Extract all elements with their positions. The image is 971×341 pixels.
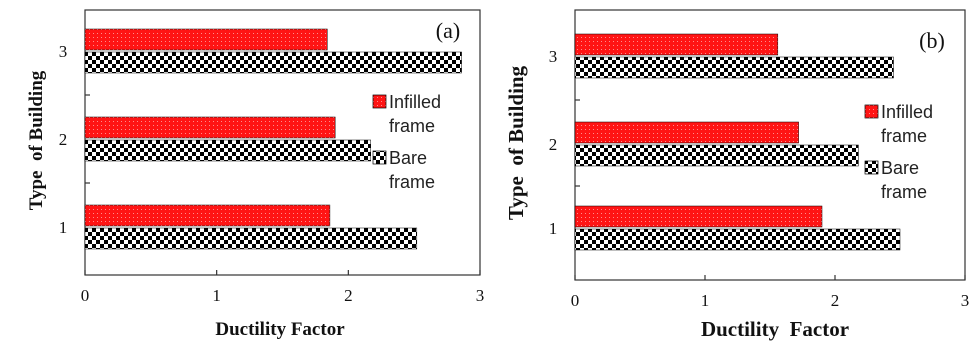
legend: Infilled frame Bare frame — [372, 92, 441, 192]
y-tick-label-2: 2 — [549, 135, 558, 154]
x-axis-title: Ductility Factor — [701, 317, 849, 341]
legend-swatch-bare — [864, 160, 879, 175]
legend-swatch-infilled — [372, 94, 387, 109]
panel-label: (b) — [919, 28, 945, 53]
legend-swatch-infilled — [864, 104, 879, 119]
y-tick-label-3: 3 — [549, 47, 558, 66]
panel-label: (a) — [436, 18, 460, 43]
bar-infilled-type-3 — [84, 28, 328, 51]
bar-bare-type-2 — [84, 139, 371, 162]
legend-label-bare-0: Bare — [881, 158, 919, 178]
x-tick-label-1: 1 — [701, 291, 710, 310]
bar-bare-type-1 — [574, 228, 901, 251]
y-axis-title: Type of Building — [26, 70, 47, 210]
x-tick-label-0: 0 — [81, 286, 90, 305]
legend-label-bare-1: frame — [881, 182, 927, 202]
y-tick-label-1: 1 — [549, 219, 558, 238]
x-axis-title: Ductility Factor — [215, 319, 345, 340]
x-tick-label-2: 2 — [344, 286, 353, 305]
bar-infilled-type-2 — [574, 121, 799, 144]
legend-label-infilled-0: Infilled — [389, 92, 441, 112]
bar-bare-type-2 — [574, 144, 859, 167]
y-tick-label-2: 2 — [59, 130, 68, 149]
x-tick-label-1: 1 — [212, 286, 221, 305]
bar-infilled-type-1 — [574, 205, 823, 228]
x-tick-label-3: 3 — [961, 291, 970, 310]
chart-panel-b: 1 2 3 0 1 2 3 Ductility Factor Type of Building (… — [504, 9, 970, 341]
x-tick-label-2: 2 — [831, 291, 840, 310]
legend: Infilled frame Bare frame — [864, 102, 933, 202]
x-tick-label-3: 3 — [476, 286, 485, 305]
bar-bare-type-1 — [84, 227, 418, 250]
chart-panel-a: 1 2 3 0 1 2 3 Ductility Factor Type of Building (… — [26, 9, 485, 340]
legend-label-infilled-1: frame — [389, 116, 435, 136]
legend-label-infilled-1: frame — [881, 126, 927, 146]
x-tick-label-0: 0 — [571, 291, 580, 310]
bar-infilled-type-3 — [574, 33, 779, 56]
bar-bare-type-3 — [574, 56, 894, 79]
y-tick-label-1: 1 — [59, 218, 68, 237]
bar-infilled-type-2 — [84, 116, 336, 139]
legend-label-bare-1: frame — [389, 172, 435, 192]
y-tick-label-3: 3 — [59, 42, 68, 61]
bar-bare-type-3 — [84, 51, 462, 74]
legend-label-bare-0: Bare — [389, 148, 427, 168]
y-axis-title: Type of Building — [504, 65, 528, 220]
legend-swatch-bare — [372, 150, 387, 165]
legend-label-infilled-0: Infilled — [881, 102, 933, 122]
bar-infilled-type-1 — [84, 204, 331, 227]
